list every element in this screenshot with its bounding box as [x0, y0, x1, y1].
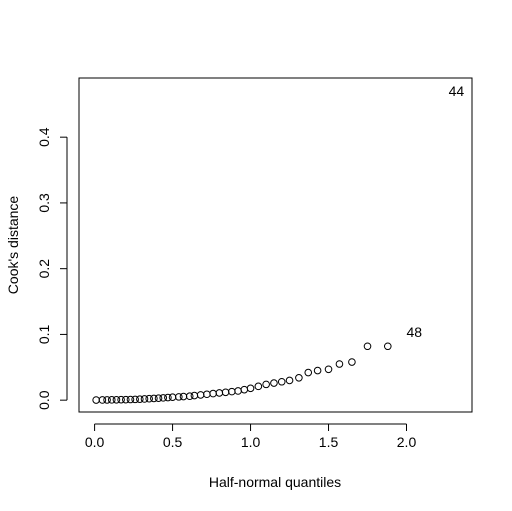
- data-point: [363, 342, 372, 351]
- data-point: [295, 374, 303, 382]
- plot-frame: [78, 77, 473, 413]
- point-label: 44: [449, 83, 465, 99]
- data-point: [196, 391, 205, 399]
- data-point: [185, 392, 194, 401]
- data-point: [159, 394, 168, 402]
- data-points: [92, 342, 392, 404]
- data-point: [179, 392, 188, 401]
- data-point: [254, 382, 263, 391]
- data-point: [190, 391, 199, 400]
- y-tick-label: 0.4: [36, 127, 52, 147]
- data-point: [240, 385, 249, 394]
- data-point: [103, 396, 111, 404]
- data-point: [348, 358, 356, 366]
- y-axis-label: Cook's distance: [5, 196, 21, 295]
- y-tick-label: 0.3: [36, 193, 52, 213]
- data-point: [164, 393, 172, 402]
- data-point: [215, 389, 224, 397]
- data-point: [126, 395, 135, 404]
- x-tick-label: 0.5: [163, 434, 183, 450]
- data-point: [262, 380, 270, 389]
- data-point: [221, 388, 230, 397]
- x-tick-label: 1.0: [241, 434, 261, 450]
- y-axis: 0.0 0.1 0.2 0.3 0.4: [36, 127, 68, 410]
- data-point: [92, 396, 100, 404]
- data-point: [136, 395, 144, 403]
- x-tick-label: 1.5: [319, 434, 339, 450]
- data-point: [107, 396, 116, 404]
- data-point: [270, 379, 278, 387]
- data-point: [121, 395, 130, 404]
- x-tick-label: 2.0: [397, 434, 417, 450]
- data-point: [154, 394, 163, 402]
- x-tick-label: 0.0: [85, 434, 105, 450]
- data-point: [313, 366, 322, 375]
- x-axis-label: Half-normal quantiles: [209, 474, 341, 490]
- data-point: [168, 393, 177, 402]
- data-point: [203, 390, 211, 399]
- data-point: [285, 376, 294, 385]
- data-point: [140, 395, 149, 403]
- point-labels: 44 48: [407, 83, 465, 340]
- point-label: 48: [407, 324, 423, 340]
- y-tick-label: 0.2: [36, 259, 52, 279]
- data-point: [324, 365, 333, 374]
- data-point: [209, 389, 217, 398]
- data-point: [98, 396, 107, 404]
- data-point: [117, 395, 125, 404]
- x-axis: 0.0 0.5 1.0 1.5 2.0: [85, 423, 417, 450]
- data-point: [150, 394, 158, 403]
- data-point: [246, 384, 255, 393]
- data-point: [277, 377, 286, 386]
- data-point: [228, 387, 236, 396]
- data-point: [335, 360, 344, 368]
- data-point: [304, 368, 313, 377]
- data-point: [175, 393, 183, 401]
- data-point: [234, 387, 242, 395]
- data-point: [131, 395, 139, 404]
- data-point: [112, 395, 121, 404]
- y-tick-label: 0.0: [36, 390, 52, 410]
- data-point: [383, 342, 392, 351]
- y-tick-label: 0.1: [36, 324, 52, 344]
- data-point: [145, 394, 153, 403]
